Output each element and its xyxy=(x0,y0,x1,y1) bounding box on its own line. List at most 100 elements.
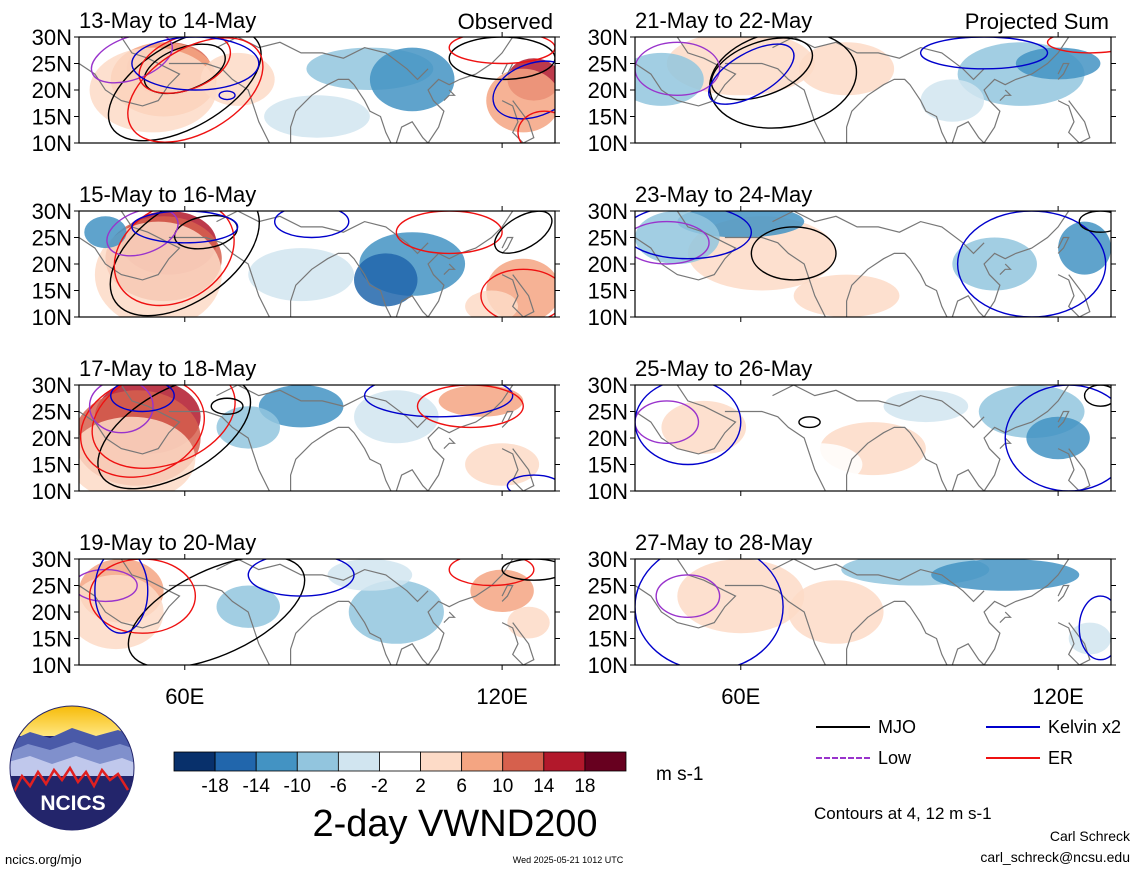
kelvin-contour xyxy=(274,211,350,239)
coastline xyxy=(216,385,429,429)
coastline xyxy=(635,385,737,455)
field-anomaly xyxy=(258,385,344,428)
coastline xyxy=(724,62,826,143)
coastline xyxy=(168,410,270,491)
y-tick-label: 30N xyxy=(32,373,72,398)
coastline xyxy=(443,263,456,276)
y-tick-label: 10N xyxy=(32,653,72,678)
colorbar-label: 10 xyxy=(492,776,513,797)
colorbar-label: -18 xyxy=(201,776,228,797)
coastline xyxy=(427,211,514,317)
coastline xyxy=(772,211,985,255)
panel-field xyxy=(79,211,555,317)
coastline xyxy=(290,78,392,143)
colorbar-swatch xyxy=(379,751,421,772)
colorbar-label: 6 xyxy=(456,776,467,797)
field-anomaly xyxy=(883,390,969,423)
mjo-contour xyxy=(109,211,261,317)
panel-field xyxy=(635,559,1111,665)
y-tick-label: 20N xyxy=(32,600,72,625)
mjo-contour xyxy=(710,37,814,101)
panel-field xyxy=(79,37,555,143)
y-tick-label: 20N xyxy=(588,78,628,103)
field-anomaly xyxy=(89,47,217,133)
coastline xyxy=(501,410,514,428)
colorbar: -18 -14 -10 -6 -2 2 6 10 14 18 xyxy=(173,751,627,797)
mjo-contour xyxy=(750,226,837,281)
y-tick-label: 25N xyxy=(588,400,628,425)
field-anomaly xyxy=(248,248,355,302)
coastline xyxy=(999,437,1012,450)
coastline xyxy=(395,121,429,143)
legend-label: Low xyxy=(878,748,912,768)
field-anomaly xyxy=(470,569,534,612)
mjo-contour xyxy=(1078,211,1111,233)
y-tick-label: 20N xyxy=(588,600,628,625)
coastline xyxy=(846,78,948,143)
panel-title: 25-May to 26-May xyxy=(635,356,812,381)
coastline xyxy=(724,236,826,317)
kelvin-contour xyxy=(635,211,753,260)
field-anomaly xyxy=(777,443,863,486)
panel-field xyxy=(635,385,1111,491)
contour-note: Contours at 4, 12 m s-1 xyxy=(814,804,992,823)
coastline xyxy=(216,211,429,255)
coastline xyxy=(635,37,737,107)
coastline xyxy=(216,559,429,603)
low-contour xyxy=(635,400,700,444)
kelvin-contour xyxy=(363,385,514,418)
colorbar-label: -2 xyxy=(371,776,388,797)
coastline xyxy=(501,274,535,317)
er-contour xyxy=(395,211,503,255)
er-contour xyxy=(127,37,264,143)
coastline xyxy=(443,437,456,450)
coastline xyxy=(951,643,985,665)
coastline xyxy=(999,89,1012,102)
kelvin-contour xyxy=(1004,385,1111,491)
coastline xyxy=(846,252,948,317)
coastline xyxy=(983,37,1070,143)
coastline xyxy=(951,469,985,491)
footer-timestamp: Wed 2025-05-21 1012 UTC xyxy=(513,855,624,865)
y-tick-label: 10N xyxy=(588,479,628,504)
colorbar-label: 18 xyxy=(574,776,595,797)
footer-author: Carl Schreck xyxy=(1050,828,1131,844)
y-tick-label: 15N xyxy=(32,627,72,652)
colorbar-swatch xyxy=(420,751,463,772)
field-anomaly xyxy=(635,211,720,264)
coastline xyxy=(846,426,948,491)
y-tick-label: 15N xyxy=(32,279,72,304)
panel-title: 21-May to 22-May xyxy=(635,8,812,33)
coastline xyxy=(1057,236,1070,254)
coastline xyxy=(290,600,392,665)
y-tick-label: 20N xyxy=(588,252,628,277)
colorbar-label: 2 xyxy=(415,776,426,797)
field-anomaly xyxy=(465,443,540,486)
ncics-logo: NCICS xyxy=(9,705,135,831)
coastline xyxy=(79,385,181,455)
legend-label: ER xyxy=(1048,748,1073,768)
mjo-contour xyxy=(107,37,262,142)
er-contour xyxy=(1046,37,1111,54)
coastline xyxy=(1057,100,1091,143)
colorbar-swatch xyxy=(461,751,504,772)
panel-field xyxy=(79,385,555,491)
logo-text: NCICS xyxy=(40,792,105,815)
legend-label: Kelvin x2 xyxy=(1048,717,1121,737)
field-anomaly xyxy=(327,559,413,591)
colorbar-swatch xyxy=(337,751,380,772)
coastline xyxy=(983,211,1070,317)
field-anomaly xyxy=(465,290,518,317)
low-contour xyxy=(88,385,154,434)
x-tick-label: 60E xyxy=(721,684,760,709)
field-anomaly xyxy=(354,253,418,307)
colorbar-label: 14 xyxy=(533,776,555,797)
coastline xyxy=(395,295,429,317)
y-tick-label: 30N xyxy=(588,373,628,398)
field-anomaly xyxy=(798,42,895,96)
y-tick-label: 25N xyxy=(588,574,628,599)
low-contour xyxy=(635,41,721,96)
